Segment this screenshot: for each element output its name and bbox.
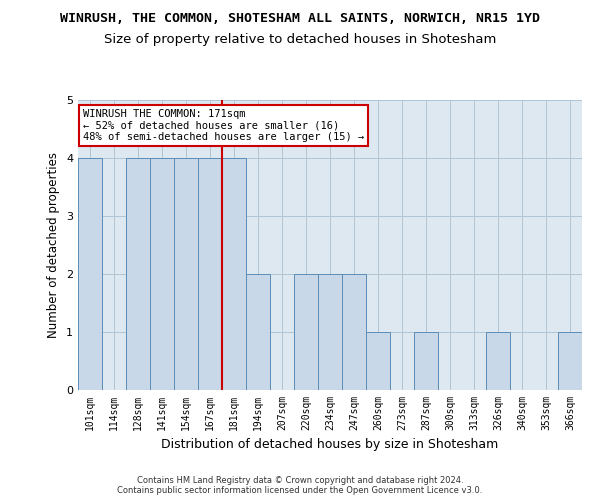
Bar xyxy=(126,158,150,390)
Bar xyxy=(414,332,438,390)
Text: Size of property relative to detached houses in Shotesham: Size of property relative to detached ho… xyxy=(104,32,496,46)
Bar xyxy=(222,158,246,390)
Bar xyxy=(318,274,342,390)
Bar xyxy=(78,158,102,390)
Bar xyxy=(558,332,582,390)
Bar xyxy=(294,274,318,390)
X-axis label: Distribution of detached houses by size in Shotesham: Distribution of detached houses by size … xyxy=(161,438,499,452)
Bar xyxy=(366,332,390,390)
Text: WINRUSH THE COMMON: 171sqm
← 52% of detached houses are smaller (16)
48% of semi: WINRUSH THE COMMON: 171sqm ← 52% of deta… xyxy=(83,108,364,142)
Text: Contains HM Land Registry data © Crown copyright and database right 2024.
Contai: Contains HM Land Registry data © Crown c… xyxy=(118,476,482,495)
Bar xyxy=(486,332,510,390)
Y-axis label: Number of detached properties: Number of detached properties xyxy=(47,152,61,338)
Bar xyxy=(198,158,222,390)
Bar xyxy=(174,158,198,390)
Text: WINRUSH, THE COMMON, SHOTESHAM ALL SAINTS, NORWICH, NR15 1YD: WINRUSH, THE COMMON, SHOTESHAM ALL SAINT… xyxy=(60,12,540,26)
Bar xyxy=(246,274,270,390)
Bar xyxy=(150,158,174,390)
Bar xyxy=(342,274,366,390)
